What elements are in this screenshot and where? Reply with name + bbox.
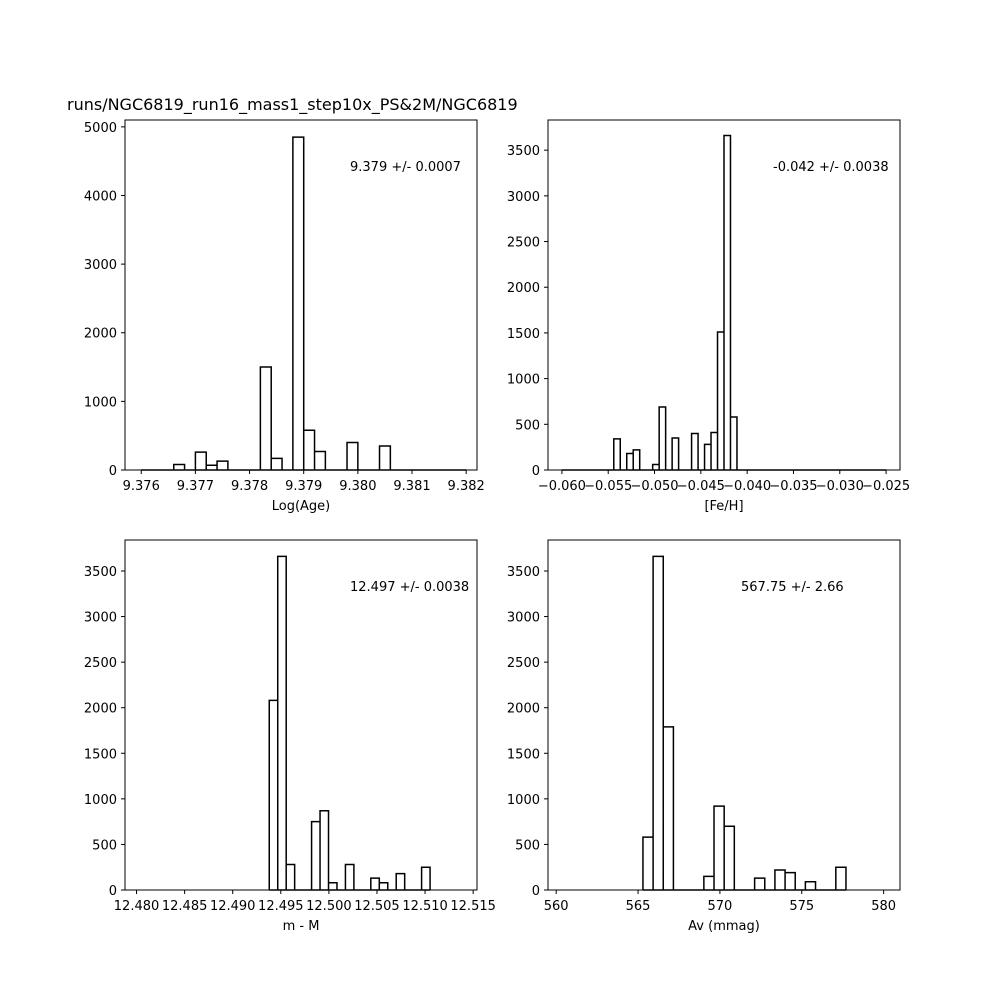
y-tick-label: 1000 (507, 793, 540, 808)
x-tick-label: 9.376 (123, 479, 160, 494)
y-tick-label: 500 (92, 838, 117, 853)
x-tick-label: 12.515 (450, 899, 496, 914)
x-tick-label: −0.035 (769, 479, 817, 494)
y-tick-label: 1500 (507, 747, 540, 762)
x-tick-label: 9.379 (285, 479, 322, 494)
y-tick-label: 0 (109, 464, 117, 479)
x-tick-label: 12.500 (306, 899, 352, 914)
x-tick-label: 565 (626, 899, 651, 914)
x-axis-label: [Fe/H] (704, 499, 743, 514)
y-tick-label: 2000 (84, 327, 117, 342)
axes-frame (124, 119, 478, 471)
x-tick-label: 9.377 (177, 479, 214, 494)
x-tick-label: 12.505 (354, 899, 400, 914)
axes-frame (547, 119, 901, 471)
x-tick-label: −0.025 (862, 479, 910, 494)
y-tick-label: 3500 (507, 144, 540, 159)
x-tick-label: 9.381 (393, 479, 430, 494)
x-tick-label: 9.380 (339, 479, 376, 494)
x-axis-label: m - M (283, 919, 320, 934)
mean-std-annotation: -0.042 +/- 0.0038 (773, 160, 889, 175)
x-tick-label: 9.382 (448, 479, 485, 494)
y-tick-label: 0 (109, 884, 117, 899)
x-tick-label: −0.050 (630, 479, 678, 494)
x-tick-label: 580 (871, 899, 896, 914)
histogram-bars (268, 555, 431, 890)
y-tick-label: 4000 (84, 189, 117, 204)
x-tick-label: 12.485 (162, 899, 208, 914)
y-tick-label: 500 (515, 418, 540, 433)
x-tick-label: −0.055 (584, 479, 632, 494)
y-tick-label: 2000 (507, 702, 540, 717)
x-tick-label: 12.495 (258, 899, 304, 914)
histogram-panel-2: −0.060−0.055−0.050−0.045−0.040−0.035−0.0… (507, 119, 910, 514)
axes-frame (124, 539, 478, 891)
y-tick-label: 1000 (84, 395, 117, 410)
x-tick-label: 12.510 (402, 899, 448, 914)
axes-frame (547, 539, 901, 891)
y-tick-label: 3000 (507, 190, 540, 205)
y-tick-label: 1500 (507, 327, 540, 342)
x-tick-label: 560 (544, 899, 569, 914)
y-tick-label: 2000 (84, 702, 117, 717)
y-tick-label: 3000 (84, 611, 117, 626)
y-tick-label: 2000 (507, 281, 540, 296)
y-tick-label: 1500 (84, 747, 117, 762)
y-tick-label: 3500 (507, 565, 540, 580)
mean-std-annotation: 12.497 +/- 0.0038 (350, 580, 469, 595)
y-tick-label: 3000 (84, 258, 117, 273)
y-tick-label: 3000 (507, 611, 540, 626)
y-tick-label: 0 (532, 884, 540, 899)
y-tick-label: 1000 (84, 793, 117, 808)
y-tick-label: 0 (532, 464, 540, 479)
x-tick-label: 570 (707, 899, 732, 914)
y-tick-label: 2500 (84, 656, 117, 671)
y-tick-label: 2500 (507, 656, 540, 671)
histogram-panel-1: 9.376 9.377 9.378 9.379 9.380 9.381 9.382 0 1000… (84, 119, 485, 514)
y-tick-label: 1000 (507, 373, 540, 388)
x-tick-label: 575 (789, 899, 814, 914)
y-tick-label: 500 (515, 838, 540, 853)
y-tick-label: 2500 (507, 236, 540, 251)
histogram-panel-4: 560 565 570 575 580 0 500 1000 1500 2000 2500 3000 3… (507, 539, 901, 934)
y-tick-label: 3500 (84, 565, 117, 580)
x-tick-label: −0.040 (723, 479, 771, 494)
x-axis-label: Log(Age) (272, 499, 331, 514)
histogram-panel-3: 12.480 12.485 12.490 12.495 12.500 12.505 12.5… (84, 539, 496, 934)
x-tick-label: −0.060 (538, 479, 586, 494)
x-tick-label: 12.480 (114, 899, 160, 914)
y-tick-label: 5000 (84, 121, 117, 136)
histogram-bars (172, 136, 392, 470)
x-axis-label: Av (mmag) (688, 919, 760, 934)
x-tick-label: −0.030 (816, 479, 864, 494)
mean-std-annotation: 9.379 +/- 0.0007 (350, 160, 461, 175)
mean-std-annotation: 567.75 +/- 2.66 (741, 580, 844, 595)
x-tick-label: −0.045 (677, 479, 725, 494)
figure-title: runs/NGC6819_run16_mass1_step10x_PS&2M/N… (67, 95, 518, 114)
x-tick-label: 9.378 (231, 479, 268, 494)
histogram-bars (613, 134, 738, 470)
x-tick-label: 12.490 (210, 899, 256, 914)
histogram-bars (642, 555, 847, 890)
